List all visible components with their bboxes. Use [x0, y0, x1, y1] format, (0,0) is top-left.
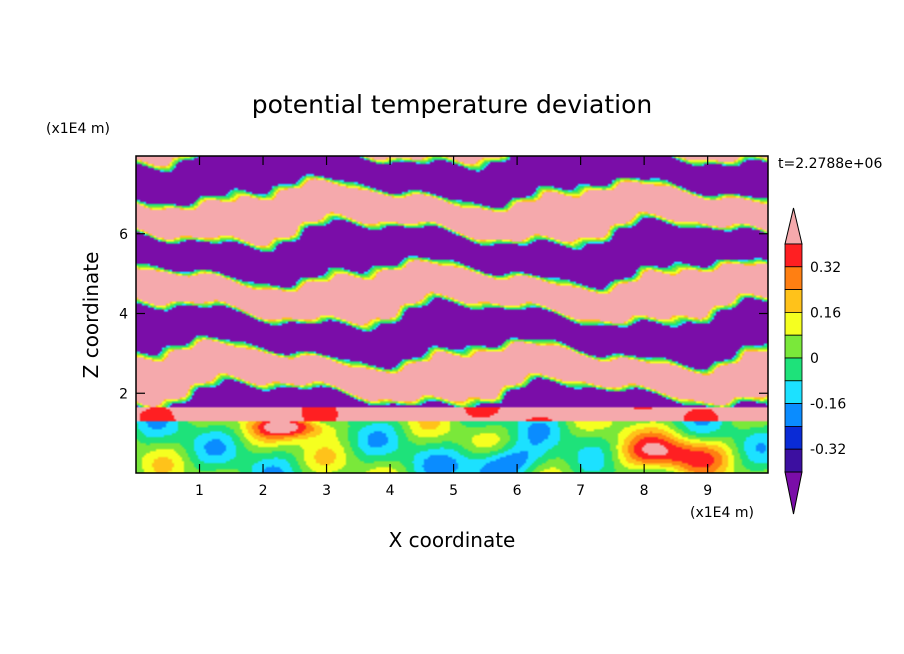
x-tick-label: 5: [449, 483, 458, 499]
colorbar-band: [784, 243, 803, 268]
y-axis-label: Z coordinate: [79, 252, 103, 379]
colorbar-tick-label: -0.16: [810, 397, 846, 413]
time-label: t=2.2788e+06: [778, 156, 882, 172]
colorbar: 0.32 0.16 0 -0.16 -0.32: [784, 207, 846, 515]
colorbar-arrow-top: [784, 207, 803, 245]
x-tick-label: 2: [259, 483, 268, 499]
colorbar-band: [784, 425, 803, 450]
colorbar-band: [784, 403, 803, 427]
x-axis-label: X coordinate: [389, 528, 516, 552]
colorbar-band: [784, 289, 803, 313]
field-raster: [136, 156, 768, 473]
x-axis-unit: (x1E4 m): [690, 505, 754, 521]
colorbar-band: [784, 448, 803, 473]
y-axis-unit: (x1E4 m): [46, 121, 110, 137]
colorbar-arrow-bottom: [784, 471, 803, 515]
axis-ticks: 1 2 3 4 5 6 7 8 9 2 4 6: [119, 156, 768, 499]
x-tick-label: 4: [386, 483, 395, 499]
colorbar-tick-label: 0: [810, 351, 819, 367]
x-tick-label: 6: [513, 483, 522, 499]
chart-title: potential temperature deviation: [252, 90, 652, 119]
x-tick-label: 9: [703, 483, 712, 499]
colorbar-tick-label: -0.32: [810, 442, 846, 458]
temperature-field: [136, 156, 768, 473]
x-tick-label: 1: [195, 483, 204, 499]
plot-frame: [135, 155, 769, 474]
x-tick-label: 3: [322, 483, 331, 499]
colorbar-tick-label: 0.16: [810, 305, 841, 321]
y-tick-label: 6: [119, 227, 128, 243]
x-tick-label: 8: [640, 483, 649, 499]
colorbar-band: [784, 357, 803, 382]
y-tick-label: 2: [119, 386, 128, 402]
x-tick-label: 7: [576, 483, 585, 499]
colorbar-tick-label: 0.32: [810, 260, 841, 276]
y-tick-label: 4: [119, 307, 128, 323]
colorbar-band: [784, 266, 803, 290]
colorbar-band: [784, 380, 803, 404]
colorbar-band: [784, 334, 803, 359]
colorbar-band: [784, 311, 803, 336]
